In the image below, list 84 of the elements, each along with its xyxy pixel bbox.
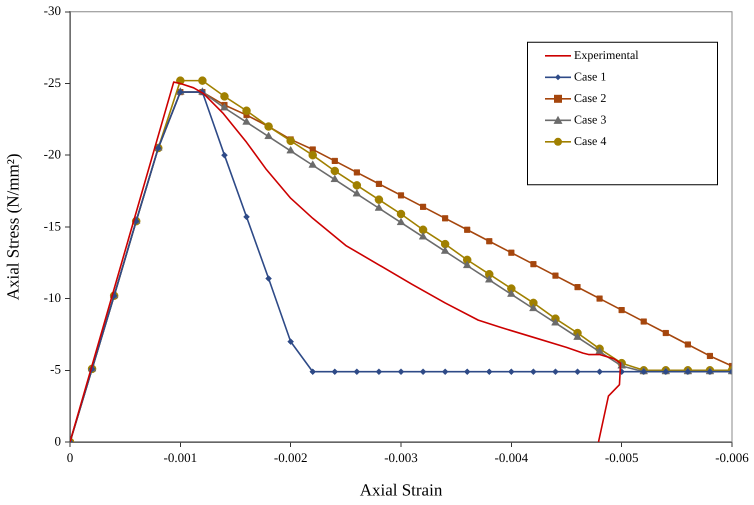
point: [706, 352, 714, 360]
legend-label: Case 1: [574, 69, 606, 84]
x-tick-label: -0.004: [494, 450, 529, 466]
x-tick-label: -0.005: [604, 450, 638, 466]
x-tick-label: -0.001: [164, 450, 198, 466]
point: [552, 272, 559, 279]
point: [418, 232, 428, 240]
point: [398, 368, 404, 375]
point: [420, 204, 426, 210]
point: [442, 368, 448, 375]
point: [374, 204, 384, 211]
point: [396, 218, 406, 226]
point: [243, 214, 250, 220]
point: [354, 368, 360, 375]
point: [220, 92, 229, 101]
point: [352, 189, 362, 196]
point: [308, 160, 317, 168]
point: [574, 368, 581, 375]
point: [486, 238, 492, 244]
y-axis-title: Axial Stress (N/mm²): [4, 154, 23, 300]
point: [398, 192, 404, 198]
point: [309, 368, 316, 375]
x-tick-label: -0.002: [274, 450, 308, 466]
point: [596, 296, 603, 302]
point: [286, 136, 295, 146]
point: [332, 368, 338, 375]
point: [463, 260, 472, 268]
point: [330, 166, 340, 176]
point: [308, 150, 317, 160]
y-tick-label: -30: [44, 3, 61, 18]
point: [440, 246, 450, 254]
point: [574, 284, 581, 290]
point: [332, 158, 338, 164]
legend-label: Experimental: [574, 48, 640, 62]
point: [529, 304, 538, 312]
point: [530, 368, 537, 375]
point: [198, 76, 207, 85]
legend-label: Case 3: [574, 112, 606, 126]
y-tick-label: -10: [44, 290, 61, 306]
point: [396, 210, 406, 218]
point: [418, 226, 428, 234]
x-tick-label: -0.003: [384, 450, 418, 466]
x-tick-label: 0: [66, 450, 74, 466]
legend-label: Case 2: [574, 90, 606, 105]
point: [354, 169, 360, 176]
point: [507, 290, 516, 297]
point: [264, 132, 273, 140]
y-tick-label: -25: [44, 74, 61, 90]
point: [508, 250, 514, 256]
point: [486, 368, 493, 375]
point: [662, 330, 669, 336]
point: [530, 261, 536, 268]
y-tick-label: -20: [44, 146, 61, 162]
point: [442, 215, 448, 222]
point: [330, 174, 339, 182]
y-tick-label: 0: [54, 433, 61, 448]
point: [596, 368, 603, 375]
y-tick-label: -5: [50, 362, 61, 377]
point: [618, 306, 625, 314]
point: [684, 341, 691, 348]
x-axis-title: Axial Strain: [360, 480, 443, 500]
x-tick-label: -0.006: [715, 450, 750, 466]
legend-label: Case 4: [574, 134, 606, 148]
point: [464, 368, 470, 375]
point: [485, 275, 494, 282]
point: [287, 338, 294, 345]
point: [376, 180, 382, 187]
point: [374, 195, 384, 204]
point: [286, 146, 295, 154]
point: [420, 368, 426, 375]
point: [221, 152, 228, 158]
point: [242, 106, 251, 115]
y-tick-label: -15: [44, 218, 61, 234]
point: [552, 368, 559, 375]
point: [352, 181, 362, 190]
point: [242, 117, 251, 125]
point: [640, 318, 647, 325]
point: [508, 368, 515, 375]
point: [265, 275, 272, 282]
point: [573, 332, 582, 340]
point: [376, 368, 382, 375]
point: [464, 226, 470, 233]
point: [551, 318, 560, 326]
point: [440, 240, 450, 248]
